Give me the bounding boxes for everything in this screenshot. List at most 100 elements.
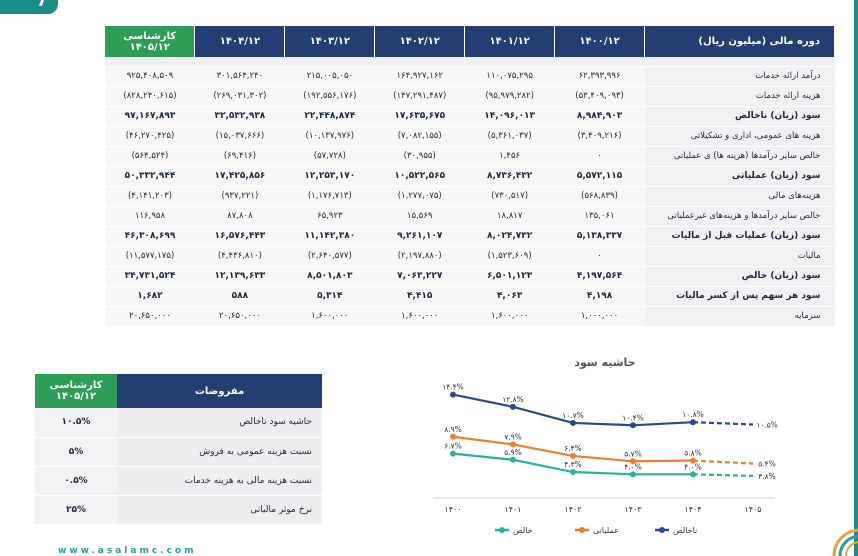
table-cell: ۱۲,۱۳۹,۶۳۳ bbox=[194, 265, 285, 287]
table-cell: ۱۰,۵۲۲,۵۶۵ bbox=[374, 165, 465, 187]
assumption-value: ۵% bbox=[35, 437, 117, 467]
data-label: ۴.۰% bbox=[624, 462, 642, 471]
table-cell: (۵۷,۷۲۸) bbox=[284, 146, 375, 167]
x-tick-label: ۱۴۰۵ bbox=[744, 505, 761, 514]
table-cell: (۳۰,۹۵۵) bbox=[374, 146, 465, 167]
table-cell: ۹۲۵,۴۰۸,۵۰۹ bbox=[105, 66, 195, 87]
data-point bbox=[450, 433, 456, 440]
table-cell: (۴,۴۳۶,۸۱۰) bbox=[194, 246, 285, 267]
table-cell: ۸,۰۲۴,۷۳۲ bbox=[464, 225, 555, 247]
table-cell: ۴,۴۱۵ bbox=[374, 285, 465, 307]
table-cell: (۷,۰۸۲,۱۵۵) bbox=[374, 126, 465, 147]
header-1403: ۱۴۰۳/۱۲ bbox=[284, 26, 376, 57]
corner-decoration bbox=[0, 0, 58, 14]
table-cell: ۶۵,۹۲۳ bbox=[284, 206, 375, 227]
table-cell: ۱۱,۱۴۲,۳۸۰ bbox=[284, 225, 375, 247]
data-point bbox=[570, 452, 576, 459]
table-cell: ۴,۱۹۸ bbox=[554, 285, 645, 307]
table-cell: ۷,۰۶۳,۲۲۷ bbox=[374, 265, 465, 287]
table-row: هزینه ارائه خدمات (۵۳,۴۰۹,۰۹۳) (۹۵,۹۷۹,۲۸۲… bbox=[105, 86, 835, 107]
data-label: ۱۰.۷% bbox=[562, 411, 584, 420]
row-label: خالص سایر درآمدها و هزینه‌های غیرعملیاتی bbox=[644, 206, 835, 227]
assumption-row: نسبت هزینه مالی به هزینه خدمات ۰.۵% bbox=[35, 466, 322, 496]
data-point bbox=[510, 403, 516, 410]
table-cell: ۶۲,۳۹۳,۹۹۶ bbox=[554, 66, 645, 87]
data-point bbox=[630, 471, 636, 478]
assumptions-table: مفروضات کارشناسی ۱۴۰۵/۱۲ حاشیه سود ناخال… bbox=[35, 374, 322, 525]
data-label: ۶.۷% bbox=[444, 442, 462, 451]
data-label: ۱۴.۴% bbox=[442, 383, 464, 392]
chart-title: حاشیه سود bbox=[574, 356, 635, 369]
table-header-row: دوره مالی (میلیون ریال) ۱۴۰۰/۱۲ ۱۴۰۱/۱۲ … bbox=[105, 26, 835, 57]
assumption-row: حاشیه سود ناخالص ۱۰.۵% bbox=[35, 408, 322, 438]
header-1402: ۱۴۰۲/۱۲ bbox=[374, 26, 466, 57]
data-label: ۴.۰% bbox=[684, 462, 702, 471]
row-label: سرمایه bbox=[644, 306, 835, 327]
right-accent-bar bbox=[854, 0, 858, 556]
header-1401: ۱۴۰۱/۱۲ bbox=[464, 26, 556, 57]
table-cell: (۱۴۷,۲۹۱,۴۸۷) bbox=[374, 86, 465, 107]
table-cell: ۱۳۵,۰۶۱ bbox=[554, 206, 645, 227]
table-cell: (۱,۲۷۷,۰۷۵) bbox=[374, 186, 465, 207]
row-label: هزینه‌های مالی bbox=[644, 186, 835, 207]
data-point bbox=[630, 422, 636, 429]
assumption-value: ۱۰.۵% bbox=[35, 408, 117, 438]
table-cell: ۱۲,۲۵۳,۱۷۰ bbox=[284, 165, 375, 187]
table-cell: (۴,۱۴۱,۲۰۳) bbox=[105, 186, 195, 207]
table-cell: ۱۱۶,۹۵۸ bbox=[105, 206, 195, 227]
table-row: سود هر سهم پس از کسر مالیات ۴,۱۹۸ ۴,۰۶۳ ۴,۴… bbox=[105, 285, 835, 307]
data-label: ۶.۴% bbox=[564, 444, 582, 453]
series-forecast-line bbox=[692, 459, 754, 465]
data-label: ۵.۴% bbox=[758, 460, 776, 469]
table-cell: ۳۲,۵۳۲,۹۳۸ bbox=[194, 105, 285, 127]
legend-label: عملیاتی bbox=[593, 526, 619, 535]
data-point bbox=[450, 391, 456, 398]
table-cell: (۱,۵۲۳,۶۰۹) bbox=[464, 246, 555, 267]
table-cell: ۳۴,۷۳۱,۵۲۴ bbox=[105, 265, 195, 287]
table-cell: ۱۸,۸۱۷ bbox=[464, 206, 555, 227]
table-cell: ۱۱۰,۰۷۵,۲۹۵ bbox=[464, 66, 555, 87]
table-cell: (۱۰,۱۳۷,۹۷۶) bbox=[284, 126, 375, 147]
table-row: سود (زیان) عملیاتی ۵,۵۷۲,۱۱۵ ۸,۷۳۶,۴۳۲ ۱۰,۵… bbox=[105, 165, 835, 187]
assumptions-header-forecast: کارشناسی ۱۴۰۵/۱۲ bbox=[35, 374, 117, 408]
data-label: ۳.۸% bbox=[758, 472, 776, 481]
table-cell: ۲۲,۴۴۸,۸۷۴ bbox=[284, 105, 375, 127]
table-cell: ۵,۳۱۴ bbox=[284, 285, 375, 307]
legend-marker bbox=[579, 527, 585, 533]
series-forecast-line bbox=[692, 421, 754, 426]
table-cell: ۱۶,۵۷۶,۴۴۳ bbox=[194, 225, 285, 247]
assumption-row: نرخ موثر مالیاتی ۲۵% bbox=[35, 495, 322, 525]
table-cell: (۵۶۴,۵۲۴) bbox=[105, 146, 195, 167]
row-label: هزینه ارائه خدمات bbox=[644, 86, 835, 107]
table-cell: ۴,۰۶۳ bbox=[464, 285, 555, 307]
table-cell: (۲,۶۴۰,۵۷۷) bbox=[284, 246, 375, 267]
table-cell: ۴,۱۹۷,۵۶۴ bbox=[554, 265, 645, 287]
table-cell: ۱۶۴,۹۲۷,۱۶۲ bbox=[374, 66, 465, 87]
table-cell: ۹,۲۶۱,۱۰۷ bbox=[374, 225, 465, 247]
data-point bbox=[570, 469, 576, 476]
table-cell: ۵۸۸ bbox=[194, 285, 285, 307]
table-row: هزینه‌های مالی (۵۶۸,۸۳۹) (۷۳۰,۵۱۷) (۱,۲۷۷,۰… bbox=[105, 186, 835, 207]
data-point bbox=[510, 456, 516, 463]
table-cell: ۴۶,۳۰۸,۶۹۹ bbox=[105, 225, 195, 247]
table-row: سود (زیان) عملیات قبل از مالیات ۵,۱۳۸,۳۳۷… bbox=[105, 225, 835, 247]
row-label: هزینه های عمومی، اداری و تشکیلاتی bbox=[644, 126, 835, 147]
table-cell: ۵,۵۷۲,۱۱۵ bbox=[554, 165, 645, 187]
table-cell: ۳۰۱,۵۶۴,۲۴۰ bbox=[194, 66, 285, 87]
data-label: ۱۰.۵% bbox=[756, 421, 778, 430]
row-label: سود (زیان) عملیات قبل از مالیات bbox=[644, 225, 835, 247]
table-cell: ۱۵,۵۶۹ bbox=[374, 206, 465, 227]
data-point bbox=[630, 458, 636, 465]
data-label: ۸.۹% bbox=[444, 425, 462, 434]
table-cell: ۱۷,۶۳۵,۶۷۵ bbox=[374, 105, 465, 127]
row-label: سود (زیان) ناخالص bbox=[644, 105, 835, 127]
table-cell: ۸,۵۰۱,۸۰۳ bbox=[284, 265, 375, 287]
data-point bbox=[690, 457, 696, 464]
table-cell: (۶۹,۴۱۶) bbox=[194, 146, 285, 167]
table-cell: ۹۷,۱۶۷,۸۹۳ bbox=[105, 105, 195, 127]
table-row: سود (زیان) ناخالص ۸,۹۸۴,۹۰۳ ۱۴,۰۹۶,۰۱۳ ۱۷,۶… bbox=[105, 105, 835, 127]
table-row: سرمایه ۱,۰۰۰,۰۰۰ ۱,۶۰۰,۰۰۰ ۱,۶۰۰,۰۰۰ ۱,۶۰۰,۰… bbox=[105, 306, 835, 327]
data-label: ۱۰.۴% bbox=[622, 413, 644, 422]
table-cell: (۳,۴۰۹,۲۱۶) bbox=[554, 126, 645, 147]
row-label: سود هر سهم پس از کسر مالیات bbox=[644, 285, 835, 307]
